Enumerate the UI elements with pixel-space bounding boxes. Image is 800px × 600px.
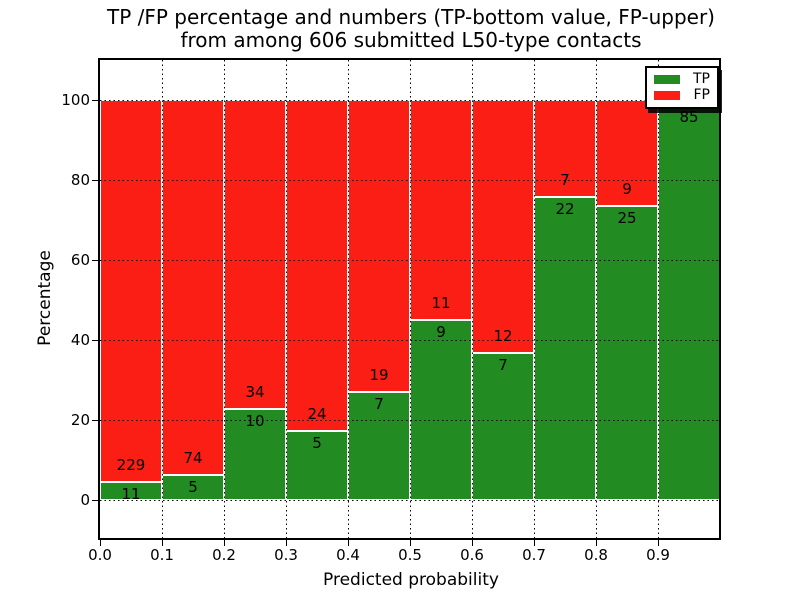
x-tick-mark [99,540,101,546]
fp-count-label: 11 [431,294,451,312]
legend-item-tp: TP [654,70,710,87]
y-tick-mark [92,179,99,181]
legend-swatch-tp-icon [654,74,680,84]
fp-count-label: 74 [183,448,203,467]
x-tick-mark [161,540,163,546]
tp-count-label: 7 [498,355,508,374]
bar-tp-segment [224,409,286,500]
y-tick-mark [92,419,99,421]
bar-tp-segment [534,196,596,500]
bar-tp-segment [162,474,224,500]
tp-count-label: 25 [617,208,637,227]
tp-count-label: 9 [436,323,446,341]
legend-swatch-fp-icon [654,91,680,101]
x-tick-label: 0.0 [88,546,112,564]
v-gridline [410,60,411,540]
chart-title-line1: TP /FP percentage and numbers (TP-bottom… [107,5,715,29]
bar-fp-segment [472,100,534,353]
fp-count-label: 19 [369,366,389,385]
tp-count-label: 5 [312,434,322,453]
bar-tp-segment [472,352,534,500]
tp-count-label: 7 [374,395,384,414]
bar-tp-segment [100,481,162,500]
v-gridline [348,60,349,540]
chart-title: TP /FP percentage and numbers (TP-bottom… [100,6,722,52]
fp-count-label: 9 [622,179,632,198]
tp-count-label: 5 [188,477,198,496]
v-gridline [534,60,535,540]
v-gridline [596,60,597,540]
x-tick-label: 0.6 [460,546,484,564]
bar-fp-segment [162,100,224,475]
tp-count-label: 85 [679,107,699,126]
tp-count-label: 22 [555,199,575,218]
fp-count-label: 7 [560,170,570,189]
legend-label-tp: TP [693,70,710,87]
x-tick-label: 0.9 [646,546,670,564]
fp-count-label: 229 [116,455,146,474]
x-tick-mark [285,540,287,546]
bar-fp-segment [286,100,348,432]
fp-count-label: 24 [307,405,327,424]
x-tick-label: 0.3 [274,546,298,564]
chart-title-line2: from among 606 submitted L50-type contac… [180,28,642,52]
y-tick-label: 20 [70,411,90,429]
bar-tp-segment [348,392,410,500]
v-gridline [472,60,473,540]
bar-fp-segment [348,100,410,393]
x-tick-mark [409,540,411,546]
legend-item-fp: FP [654,88,710,103]
bar-tp-segment [596,205,658,500]
bar-tp-segment [410,320,472,500]
fp-count-label: 34 [245,383,265,402]
x-tick-label: 0.4 [336,546,360,564]
bar-fp-segment [100,100,162,482]
x-tick-mark [657,540,659,546]
y-tick-label: 0 [80,491,90,509]
v-gridline [162,60,163,540]
bar-tp-segment [658,104,720,500]
y-tick-label: 80 [70,171,90,189]
bar-fp-segment [224,100,286,410]
bar-tp-segment [286,431,348,500]
tp-count-label: 11 [121,484,141,503]
fp-count-label: 12 [493,326,513,345]
v-gridline [286,60,287,540]
y-tick-mark [92,339,99,341]
legend-label-fp: FP [693,87,711,104]
legend: TP FP [645,66,719,109]
y-tick-label: 100 [61,91,90,109]
x-tick-label: 0.5 [398,546,422,564]
y-tick-label: 60 [70,251,90,269]
y-tick-mark [92,259,99,261]
x-tick-label: 0.7 [522,546,546,564]
y-tick-mark [92,499,99,501]
y-tick-mark [92,99,99,101]
bar-fp-segment [410,100,472,320]
x-tick-label: 0.1 [150,546,174,564]
tp-count-label: 10 [245,412,265,431]
x-tick-mark [471,540,473,546]
x-tick-mark [595,540,597,546]
x-axis-label: Predicted probability [323,570,499,590]
x-tick-label: 0.8 [584,546,608,564]
y-tick-label: 40 [70,331,90,349]
x-tick-mark [223,540,225,546]
bar-fp-segment [596,100,658,206]
x-tick-mark [533,540,535,546]
x-tick-mark [347,540,349,546]
v-gridline [658,60,659,540]
x-tick-label: 0.2 [212,546,236,564]
v-gridline [224,60,225,540]
